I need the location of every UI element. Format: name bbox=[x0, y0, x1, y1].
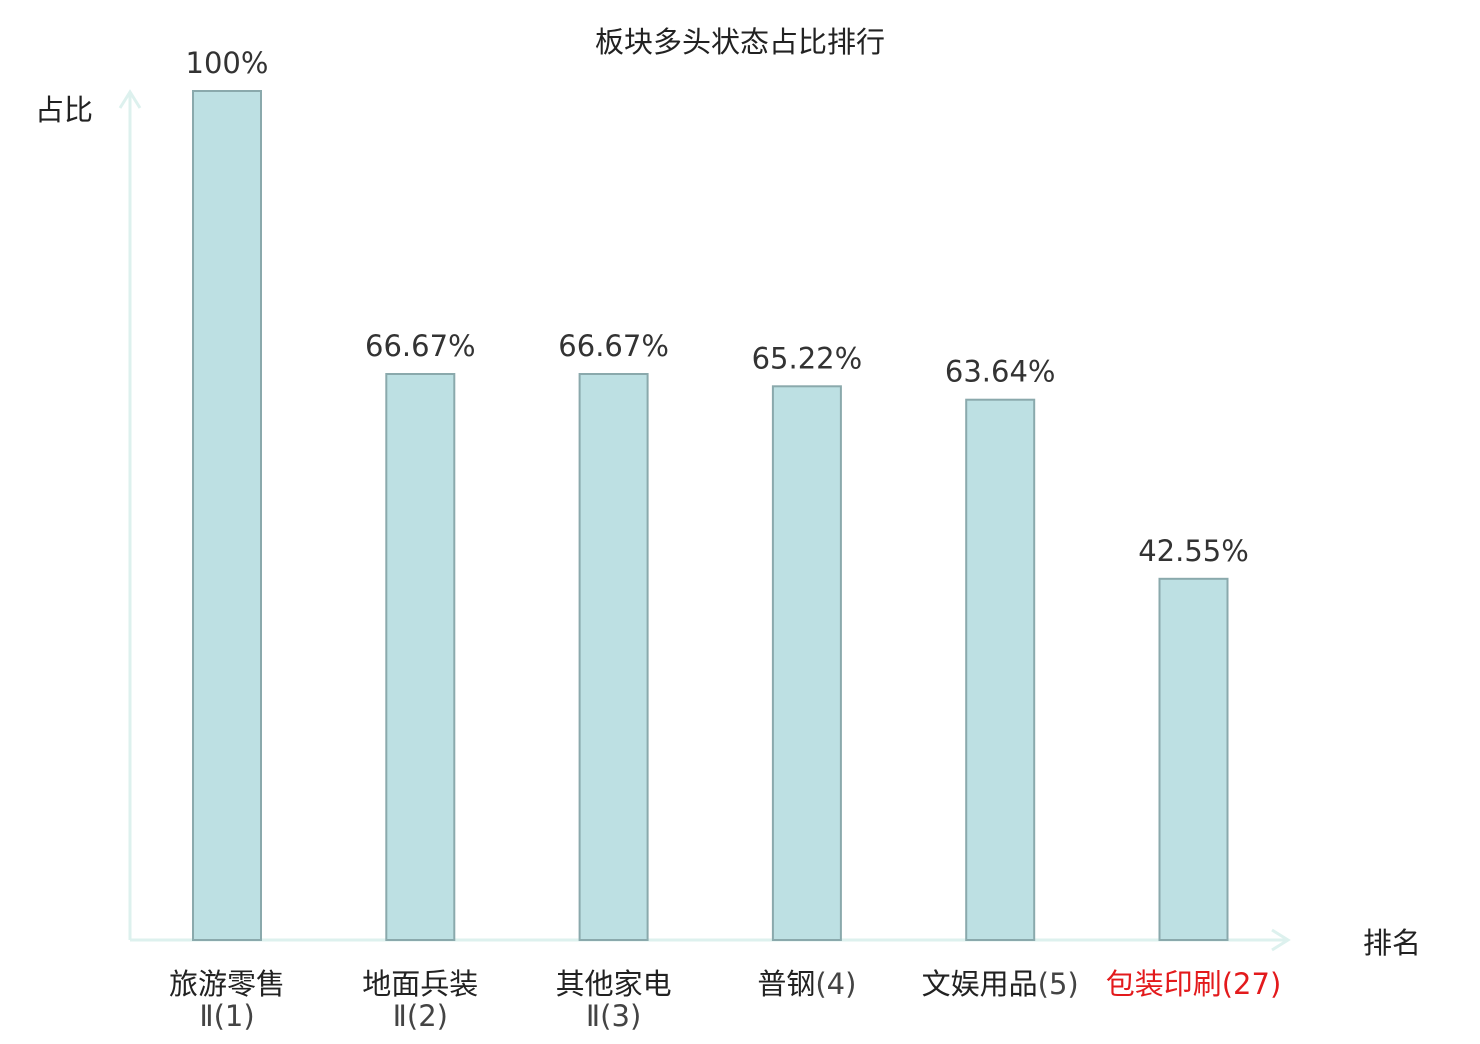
category-label-1: 旅游零售 Ⅱ(1) bbox=[169, 967, 285, 1033]
bar-6 bbox=[1158, 577, 1229, 941]
bar-5 bbox=[965, 398, 1036, 941]
bar-3 bbox=[578, 373, 649, 941]
value-label-3: 66.67% bbox=[558, 329, 669, 363]
value-label-6: 42.55% bbox=[1138, 534, 1249, 568]
category-label-2: 地面兵装 Ⅱ(2) bbox=[362, 967, 478, 1033]
value-label-1: 100% bbox=[186, 46, 269, 80]
value-label-5: 63.64% bbox=[945, 355, 1056, 389]
category-label-3: 其他家电 Ⅱ(3) bbox=[556, 967, 672, 1033]
x-axis-label: 排名 bbox=[1363, 926, 1421, 960]
value-label-2: 66.67% bbox=[365, 329, 476, 363]
value-labels-group: 100% 66.67% 66.67% 65.22% 63.64% 42.55% bbox=[186, 46, 1249, 568]
bar-4 bbox=[771, 385, 842, 941]
bar-2 bbox=[385, 373, 456, 941]
category-label-6: 包装印刷(27) bbox=[1106, 967, 1282, 1001]
category-label-4: 普钢(4) bbox=[757, 967, 856, 1001]
chart-title: 板块多头状态占比排行 bbox=[595, 25, 885, 59]
category-labels-group: 旅游零售 Ⅱ(1) 地面兵装 Ⅱ(2) 其他家电 Ⅱ(3) 普钢(4) 文娱用品(5) 包装印刷… bbox=[169, 967, 1281, 1033]
bars-group bbox=[192, 90, 1229, 941]
y-axis-label: 占比 bbox=[35, 93, 93, 127]
category-label-5: 文娱用品(5) bbox=[922, 967, 1079, 1001]
y-axis-arrow bbox=[118, 89, 142, 109]
x-axis-arrow bbox=[1271, 928, 1291, 952]
axes bbox=[118, 89, 1291, 952]
value-label-4: 65.22% bbox=[752, 341, 863, 375]
bar-1 bbox=[192, 90, 262, 941]
